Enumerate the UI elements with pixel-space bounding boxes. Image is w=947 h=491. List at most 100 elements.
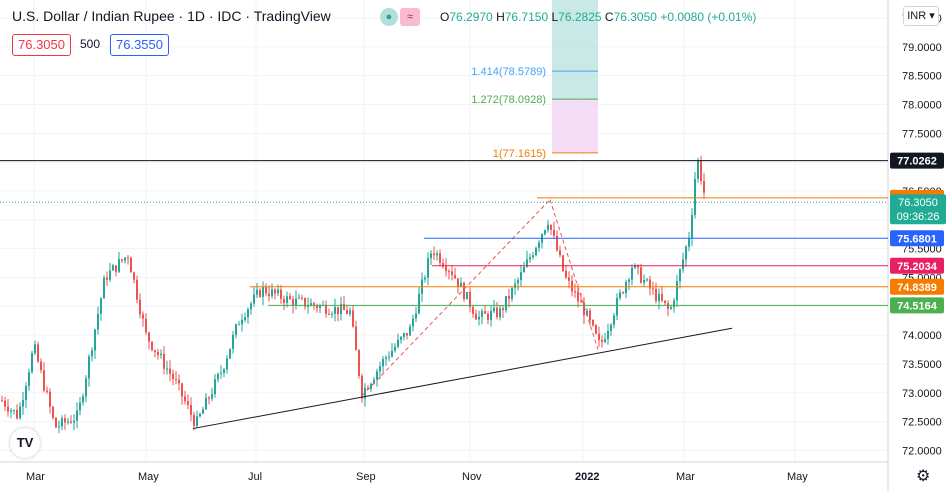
candle-body: [94, 329, 96, 351]
candle-body: [124, 257, 126, 261]
candle-body: [337, 307, 339, 314]
candle-body: [211, 394, 213, 399]
candle-body: [496, 307, 498, 317]
gear-icon[interactable]: ⚙: [916, 468, 931, 485]
candle-body: [502, 308, 504, 311]
candle-body: [391, 350, 393, 357]
candle-body: [151, 341, 153, 350]
candle-body: [475, 313, 477, 320]
candle-body: [238, 324, 240, 326]
level-price-tag: [890, 230, 944, 247]
candle-body: [349, 310, 351, 314]
candle-body: [448, 271, 450, 273]
candle-body: [517, 280, 519, 284]
candle-body: [535, 247, 537, 256]
candle-body: [22, 399, 24, 407]
candle-body: [682, 259, 684, 270]
candles-group: [1, 155, 705, 434]
candle-body: [493, 307, 495, 312]
candle-body: [469, 292, 471, 308]
candle-body: [268, 293, 270, 297]
level-price-label: 75.2034: [897, 261, 938, 273]
tradingview-logo[interactable]: TV: [10, 428, 40, 458]
candle-body: [250, 303, 252, 310]
y-tick-label: 79.0000: [902, 42, 942, 54]
candle-body: [91, 350, 93, 357]
fib-level-label: 1.272(78.0928): [471, 94, 546, 106]
candle-body: [472, 307, 474, 314]
last-price-tag: [890, 194, 946, 225]
candle-body: [34, 344, 36, 354]
candle-body: [415, 313, 417, 319]
candle-body: [247, 309, 249, 318]
candle-body: [283, 298, 285, 303]
candle-body: [352, 310, 354, 327]
candle-body: [64, 418, 66, 423]
candle-body: [394, 346, 396, 351]
candle-body: [526, 259, 528, 267]
x-tick-label: Mar: [676, 471, 695, 483]
candle-body: [397, 339, 399, 347]
last-price-label: 76.3050: [898, 197, 938, 209]
candle-body: [253, 294, 255, 304]
candle-body: [256, 289, 258, 295]
candle-body: [694, 179, 696, 216]
candle-body: [427, 258, 429, 278]
candle-body: [52, 406, 54, 418]
candle-body: [481, 311, 483, 317]
candle-body: [562, 255, 564, 271]
candle-body: [271, 289, 273, 297]
candle-body: [544, 230, 546, 235]
candle-body: [169, 368, 171, 374]
candle-body: [565, 270, 567, 278]
candle-body: [310, 303, 312, 306]
candle-body: [598, 333, 600, 340]
candle-body: [532, 255, 534, 258]
fib-level-label: 1(77.1615): [493, 148, 546, 160]
candle-body: [313, 303, 315, 306]
candle-body: [409, 326, 411, 336]
candle-body: [229, 348, 231, 359]
ohlc-readout: O76.2970 H76.7150 L76.2825 C76.3050 +0.0…: [440, 10, 757, 24]
level-price-label: 75.6801: [897, 233, 937, 245]
candle-body: [163, 353, 165, 369]
candle-body: [145, 318, 147, 333]
sell-price-button[interactable]: 76.3050: [12, 34, 71, 56]
candle-body: [376, 371, 378, 380]
y-tick-label: 77.5000: [902, 128, 942, 140]
candle-body: [31, 353, 33, 373]
level-price-label: 77.0262: [897, 156, 937, 168]
x-tick-label: Mar: [26, 471, 45, 483]
candle-body: [88, 356, 90, 379]
eye-icon[interactable]: ●: [380, 8, 398, 26]
candle-body: [652, 288, 654, 290]
candle-body: [328, 313, 330, 315]
level-price-label: 74.8389: [897, 282, 937, 294]
candle-body: [580, 301, 582, 303]
candle-body: [217, 373, 219, 380]
candle-body: [430, 253, 432, 259]
candle-body: [436, 253, 438, 256]
wave-icon[interactable]: ≈: [400, 8, 420, 26]
y-tick-label: 73.0000: [902, 388, 942, 400]
x-tick-label: Sep: [356, 471, 376, 483]
candle-body: [25, 386, 27, 400]
candle-body: [619, 292, 621, 299]
level-price-tag: [890, 257, 944, 274]
candle-body: [49, 391, 51, 407]
candle-body: [523, 266, 525, 273]
candle-body: [400, 336, 402, 340]
candle-body: [244, 317, 246, 320]
candle-body: [292, 299, 294, 306]
candle-body: [157, 351, 159, 355]
candle-body: [466, 292, 468, 300]
buy-price-button[interactable]: 76.3550: [110, 34, 169, 56]
candle-body: [559, 250, 561, 256]
candle-body: [76, 410, 78, 421]
candle-body: [79, 402, 81, 411]
currency-button[interactable]: INR ▾: [903, 6, 939, 26]
candle-body: [631, 267, 633, 280]
candle-body: [406, 333, 408, 336]
candle-body: [133, 272, 135, 280]
